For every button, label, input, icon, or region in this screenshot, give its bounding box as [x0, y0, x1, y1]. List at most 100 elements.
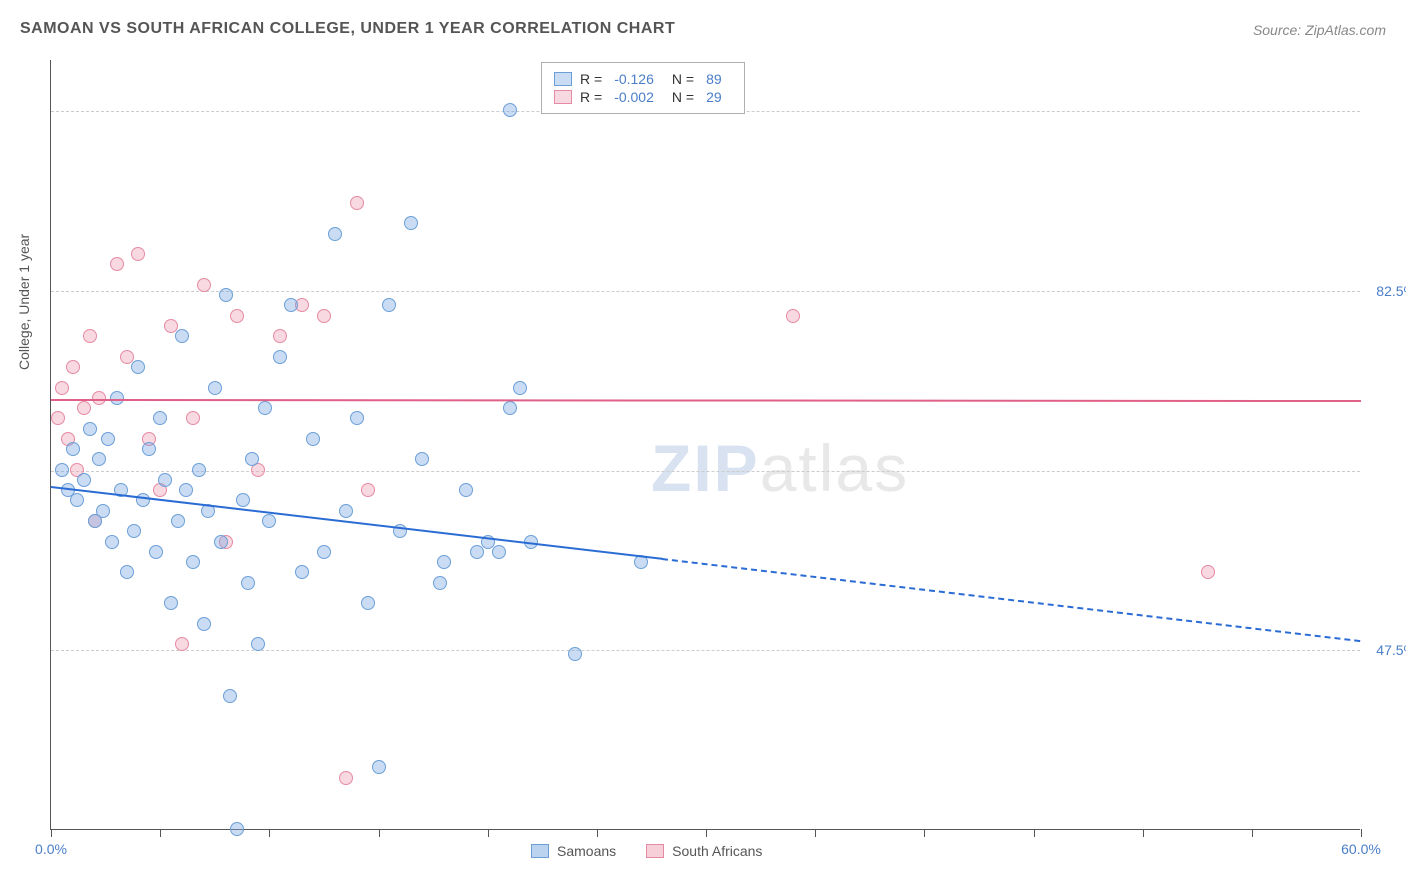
- scatter-point-samoans: [127, 524, 141, 538]
- scatter-point-samoans: [230, 822, 244, 836]
- legend-item: Samoans: [531, 843, 616, 859]
- scatter-point-samoans: [503, 401, 517, 415]
- x-tick: [706, 829, 707, 837]
- scatter-point-samoans: [142, 442, 156, 456]
- x-tick: [1034, 829, 1035, 837]
- scatter-point-samoans: [131, 360, 145, 374]
- legend-n-samoans: 89: [706, 71, 722, 87]
- scatter-point-samoans: [153, 411, 167, 425]
- scatter-point-samoans: [208, 381, 222, 395]
- scatter-point-samoans: [262, 514, 276, 528]
- chart-plot-area: ZIPatlas R = -0.126 N = 89 R = -0.002 N …: [50, 60, 1360, 830]
- legend-row-samoans: R = -0.126 N = 89: [554, 71, 732, 87]
- legend-r-southafricans: -0.002: [614, 89, 654, 105]
- trendline-southafricans-solid: [51, 399, 1361, 402]
- correlation-legend: R = -0.126 N = 89 R = -0.002 N = 29: [541, 62, 745, 114]
- y-tick-label: 47.5%: [1364, 642, 1406, 658]
- scatter-point-southafricans: [350, 196, 364, 210]
- scatter-point-southafricans: [110, 257, 124, 271]
- scatter-point-southafricans: [66, 360, 80, 374]
- legend-r-samoans: -0.126: [614, 71, 654, 87]
- series-legend: Samoans South Africans: [531, 843, 762, 859]
- scatter-point-samoans: [186, 555, 200, 569]
- source-text: Source: ZipAtlas.com: [1253, 22, 1386, 38]
- scatter-point-samoans: [175, 329, 189, 343]
- scatter-point-samoans: [245, 452, 259, 466]
- scatter-point-southafricans: [51, 411, 65, 425]
- scatter-point-samoans: [437, 555, 451, 569]
- x-tick-label: 0.0%: [35, 841, 67, 857]
- scatter-point-southafricans: [197, 278, 211, 292]
- legend-label: South Africans: [672, 843, 762, 859]
- x-tick: [379, 829, 380, 837]
- chart-title: SAMOAN VS SOUTH AFRICAN COLLEGE, UNDER 1…: [20, 20, 675, 38]
- scatter-point-southafricans: [361, 483, 375, 497]
- scatter-point-southafricans: [77, 401, 91, 415]
- x-tick: [269, 829, 270, 837]
- x-tick: [924, 829, 925, 837]
- y-tick-label: 82.5%: [1364, 283, 1406, 299]
- legend-swatch: [531, 844, 549, 858]
- scatter-point-samoans: [219, 288, 233, 302]
- y-axis-label: College, Under 1 year: [16, 234, 32, 370]
- scatter-point-samoans: [110, 391, 124, 405]
- scatter-point-samoans: [55, 463, 69, 477]
- scatter-point-samoans: [350, 411, 364, 425]
- scatter-point-samoans: [83, 422, 97, 436]
- scatter-point-samoans: [77, 473, 91, 487]
- scatter-point-samoans: [236, 493, 250, 507]
- scatter-point-southafricans: [55, 381, 69, 395]
- scatter-point-samoans: [295, 565, 309, 579]
- gridline: [51, 291, 1360, 292]
- scatter-point-samoans: [96, 504, 110, 518]
- scatter-point-samoans: [149, 545, 163, 559]
- scatter-point-samoans: [328, 227, 342, 241]
- scatter-point-samoans: [382, 298, 396, 312]
- legend-swatch-southafricans: [554, 90, 572, 104]
- x-tick: [160, 829, 161, 837]
- scatter-point-southafricans: [786, 309, 800, 323]
- scatter-point-samoans: [284, 298, 298, 312]
- scatter-point-samoans: [214, 535, 228, 549]
- scatter-point-samoans: [92, 452, 106, 466]
- legend-swatch: [646, 844, 664, 858]
- x-tick: [1143, 829, 1144, 837]
- scatter-point-samoans: [361, 596, 375, 610]
- scatter-point-southafricans: [186, 411, 200, 425]
- legend-n-southafricans: 29: [706, 89, 722, 105]
- gridline: [51, 471, 1360, 472]
- x-tick: [488, 829, 489, 837]
- legend-item: South Africans: [646, 843, 762, 859]
- x-tick: [1361, 829, 1362, 837]
- x-tick: [51, 829, 52, 837]
- legend-swatch-samoans: [554, 72, 572, 86]
- scatter-point-samoans: [258, 401, 272, 415]
- x-tick: [815, 829, 816, 837]
- scatter-point-southafricans: [317, 309, 331, 323]
- scatter-point-samoans: [404, 216, 418, 230]
- scatter-point-samoans: [415, 452, 429, 466]
- scatter-point-southafricans: [131, 247, 145, 261]
- legend-label: Samoans: [557, 843, 616, 859]
- scatter-point-samoans: [273, 350, 287, 364]
- watermark: ZIPatlas: [651, 430, 909, 506]
- trendline-samoans-dashed: [662, 558, 1361, 642]
- trendline-samoans-solid: [51, 486, 663, 560]
- scatter-point-samoans: [164, 596, 178, 610]
- scatter-point-samoans: [158, 473, 172, 487]
- x-tick: [597, 829, 598, 837]
- scatter-point-samoans: [372, 760, 386, 774]
- scatter-point-southafricans: [339, 771, 353, 785]
- scatter-point-samoans: [306, 432, 320, 446]
- scatter-point-samoans: [492, 545, 506, 559]
- gridline: [51, 650, 1360, 651]
- scatter-point-samoans: [105, 535, 119, 549]
- legend-r-label: R =: [580, 89, 602, 105]
- scatter-point-samoans: [120, 565, 134, 579]
- scatter-point-samoans: [101, 432, 115, 446]
- scatter-point-samoans: [192, 463, 206, 477]
- scatter-point-samoans: [171, 514, 185, 528]
- scatter-point-samoans: [70, 493, 84, 507]
- legend-r-label: R =: [580, 71, 602, 87]
- scatter-point-samoans: [223, 689, 237, 703]
